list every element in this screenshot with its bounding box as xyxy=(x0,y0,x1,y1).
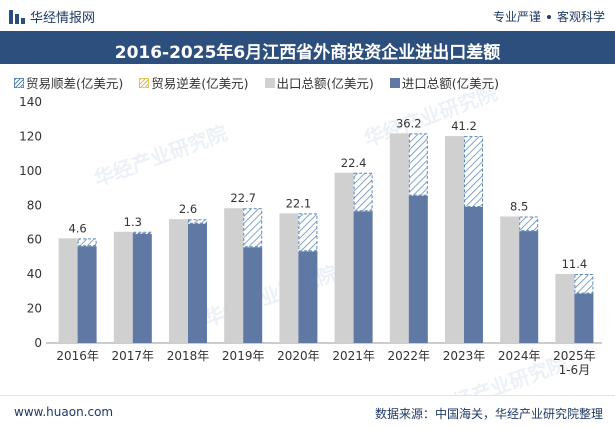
footer xyxy=(0,395,615,428)
footer-website[interactable]: www.huaon.com xyxy=(14,405,114,419)
x-tick-label: 2019年 xyxy=(222,349,265,363)
export-bar xyxy=(224,208,244,343)
legend-label-import: 进口总额(亿美元) xyxy=(401,76,500,91)
x-tick-label: 2024年 xyxy=(498,349,541,363)
slogan-dot-icon xyxy=(546,14,551,19)
surplus-data-label: 41.2 xyxy=(451,119,477,133)
import-bar xyxy=(464,207,483,343)
y-tick-label: 20 xyxy=(27,302,42,316)
legend-item-surplus: 贸易顺差(亿美元) xyxy=(14,73,123,92)
import-bar xyxy=(353,211,373,343)
footer-source: 数据来源：中国海关，华经产业研究院整理 xyxy=(374,407,603,421)
x-tick-label-line: 2024年 xyxy=(498,349,541,363)
brand-name: 华经情报网 xyxy=(30,11,96,26)
surplus-data-label: 4.6 xyxy=(68,221,86,235)
surplus-bar xyxy=(188,219,207,224)
surplus-data-label: 11.4 xyxy=(562,257,588,271)
surplus-data-label: 22.7 xyxy=(230,191,256,205)
surplus-bar xyxy=(353,172,373,212)
import-bar xyxy=(188,223,207,343)
slogan: 专业严谨 客观科学 xyxy=(493,8,605,25)
slogan-left: 专业严谨 xyxy=(492,10,541,24)
x-tick-label-line: 2017年 xyxy=(112,349,155,363)
surplus-data-label: 2.6 xyxy=(179,202,197,216)
legend-label-surplus: 贸易顺差(亿美元) xyxy=(26,76,124,91)
x-tick-label-line: 2021年 xyxy=(332,349,375,363)
x-tick-label-line: 1-6月 xyxy=(559,363,591,377)
x-tick-label-line: 2023年 xyxy=(443,349,486,363)
export-bar xyxy=(279,213,299,343)
y-tick-label: 100 xyxy=(19,164,42,178)
brand[interactable]: 华经情报网 xyxy=(9,7,95,26)
import-bar xyxy=(298,251,318,343)
x-tick-label: 2025年 1-6月 xyxy=(553,349,596,377)
x-tick-label: 2023年 xyxy=(443,349,486,363)
surplus-data-label: 1.3 xyxy=(124,215,142,229)
x-tick-label-line: 2020年 xyxy=(277,349,320,363)
x-tick-label: 2020年 xyxy=(277,349,320,363)
x-tick-label-line: 2025年 xyxy=(553,349,596,363)
x-tick-label: 2018年 xyxy=(167,349,210,363)
legend-item-import: 进口总额(亿美元) xyxy=(389,73,500,92)
y-tick-label: 0 xyxy=(34,336,42,350)
y-tick-label: 140 xyxy=(19,95,42,109)
x-tick-label-line: 2016年 xyxy=(56,349,99,363)
legend-label-deficit: 贸易逆差(亿美元) xyxy=(151,76,249,91)
surplus-bar xyxy=(574,273,594,294)
legend-swatch-deficit xyxy=(139,77,150,88)
import-bar xyxy=(574,293,594,343)
import-bar xyxy=(243,247,263,343)
x-tick-label-line: 2022年 xyxy=(388,349,431,363)
export-bar xyxy=(113,231,133,343)
surplus-data-label: 22.1 xyxy=(286,196,312,210)
legend-item-export: 出口总额(亿美元) xyxy=(264,73,374,92)
legend-swatch-import xyxy=(389,77,400,88)
legend-swatch-export xyxy=(264,77,275,88)
x-tick-label: 2021年 xyxy=(332,349,375,363)
export-bar xyxy=(389,133,409,343)
import-bar xyxy=(408,195,428,343)
x-tick-label: 2016年 xyxy=(56,349,99,363)
y-tick-label: 60 xyxy=(27,233,42,247)
surplus-data-label: 22.4 xyxy=(341,156,367,170)
x-tick-label-line: 2018年 xyxy=(167,349,210,363)
x-tick-label-line: 2019年 xyxy=(222,349,265,363)
surplus-bar xyxy=(298,213,318,252)
export-bar xyxy=(58,238,78,343)
surplus-bar xyxy=(408,133,428,196)
surplus-data-label: 36.2 xyxy=(396,116,422,130)
surplus-bar xyxy=(464,136,483,208)
y-tick-label: 120 xyxy=(19,129,42,143)
legend-item-deficit: 贸易逆差(亿美元) xyxy=(139,73,249,92)
brand-logo-icon xyxy=(9,9,25,24)
import-bar xyxy=(77,246,97,343)
chart-area: 0 20 40 60 80 100 120 140 2016年 2017年 2018年 2019年 20… xyxy=(19,95,602,377)
export-bar xyxy=(500,216,520,343)
surplus-bar xyxy=(132,231,152,235)
x-tick-label: 2017年 xyxy=(112,349,155,363)
slogan-right: 客观科学 xyxy=(556,10,605,24)
legend-label-export: 出口总额(亿美元) xyxy=(276,76,374,91)
x-tick-label: 2022年 xyxy=(388,349,431,363)
chart-title: 2016-2025年6月江西省外商投资企业进出口差额 xyxy=(114,43,501,63)
surplus-bar xyxy=(77,238,97,247)
surplus-data-label: 8.5 xyxy=(510,199,528,213)
legend: 贸易顺差(亿美元) 贸易逆差(亿美元) 出口总额(亿美元) 进口总额(亿美元) xyxy=(14,73,499,92)
import-bar xyxy=(132,234,152,343)
legend-swatch-surplus xyxy=(14,77,24,88)
export-bar xyxy=(334,172,354,343)
y-tick-label: 40 xyxy=(27,267,42,281)
export-bar xyxy=(169,219,188,343)
surplus-bar xyxy=(243,208,263,248)
import-bar xyxy=(519,231,539,343)
top-bar: 华经情报网 专业严谨 客观科学 xyxy=(0,0,615,30)
title-bar xyxy=(0,31,615,64)
surplus-bar xyxy=(519,216,539,232)
y-tick-label: 80 xyxy=(27,198,42,212)
export-bar xyxy=(445,136,464,343)
export-bar xyxy=(555,273,575,343)
